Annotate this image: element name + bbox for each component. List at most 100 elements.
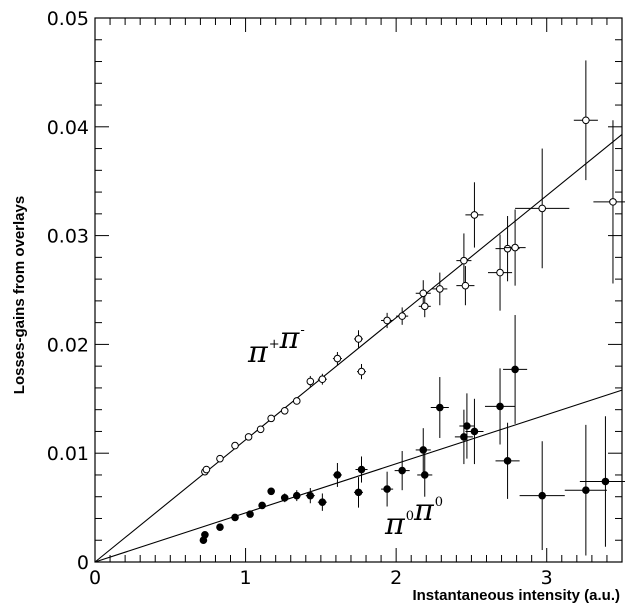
data-point xyxy=(256,425,265,434)
data-point xyxy=(465,398,484,465)
fit-lines xyxy=(94,133,623,563)
filled-circle-marker xyxy=(420,471,429,479)
data-point xyxy=(495,422,520,499)
data-point xyxy=(456,233,472,288)
data-point xyxy=(503,315,528,424)
open-circle-marker xyxy=(496,268,504,277)
open-circle-marker xyxy=(436,285,444,293)
open-circle-marker xyxy=(244,433,253,441)
data-point xyxy=(258,501,266,510)
data-point xyxy=(381,471,394,507)
data-point xyxy=(454,409,473,465)
open-circle-marker xyxy=(503,244,512,253)
data-point xyxy=(246,510,254,518)
open-circle-marker xyxy=(538,204,546,213)
open-circle-marker xyxy=(511,243,519,252)
x-tick-label: 3 xyxy=(541,567,553,589)
data-point xyxy=(564,424,607,556)
open-circle-marker xyxy=(383,316,391,325)
filled-circle-marker xyxy=(258,501,266,510)
data-point xyxy=(231,441,239,450)
filled-circle-marker xyxy=(216,523,224,531)
y-tick-label: 0.01 xyxy=(47,443,89,465)
data-point xyxy=(519,441,565,551)
filled-circle-marker xyxy=(582,486,590,494)
filled-circle-marker xyxy=(463,422,471,430)
filled-circle-marker xyxy=(357,465,366,474)
open-circle-marker xyxy=(357,367,366,376)
filled-circle-marker xyxy=(383,485,391,493)
y-tick-label: 0.03 xyxy=(47,226,89,248)
filled-circle-marker xyxy=(354,488,363,497)
open-circle-marker xyxy=(609,198,617,206)
filled-circle-marker xyxy=(292,491,301,500)
filled-circle-marker xyxy=(398,466,406,475)
y-tick-label: 0.02 xyxy=(47,334,89,356)
data-point xyxy=(417,453,433,497)
data-point xyxy=(317,373,327,385)
filled-circle-marker xyxy=(267,487,275,496)
open-circle-marker xyxy=(461,281,470,290)
filled-circle-marker xyxy=(201,531,209,539)
data-point xyxy=(202,465,211,474)
data-points xyxy=(199,60,625,556)
filled-circle-marker xyxy=(601,477,610,486)
y-axis-title: Losses-gains from overlays xyxy=(11,196,28,394)
filled-circle-marker xyxy=(318,498,327,506)
open-circle-marker xyxy=(292,397,301,405)
open-circle-marker xyxy=(470,211,479,219)
filled-circle-marker xyxy=(436,403,444,412)
open-circle-marker xyxy=(419,289,428,298)
data-point xyxy=(267,414,275,423)
data-point xyxy=(280,493,289,503)
data-point xyxy=(353,330,364,348)
data-point xyxy=(332,462,342,487)
y-tick-label: 0 xyxy=(77,552,89,574)
data-point xyxy=(415,428,431,472)
open-circle-marker xyxy=(354,335,363,343)
x-tick-label: 1 xyxy=(240,567,252,589)
open-circle-marker xyxy=(280,406,289,415)
x-axis-ticks: 0 1 2 3 xyxy=(89,18,623,589)
series-label-0: π+π- xyxy=(247,321,305,370)
data-point xyxy=(573,60,598,181)
open-circle-marker xyxy=(318,375,327,384)
fit-line-series-1 xyxy=(94,389,623,563)
fit-line-series-0 xyxy=(94,133,623,563)
data-point xyxy=(430,377,449,438)
plot-border xyxy=(94,17,623,563)
y-tick-label: 0.05 xyxy=(47,8,89,30)
data-point xyxy=(515,148,570,269)
data-point xyxy=(487,234,513,311)
data-point xyxy=(396,307,409,325)
filled-circle-marker xyxy=(538,491,546,500)
open-circle-marker xyxy=(398,312,406,320)
open-circle-marker xyxy=(267,414,275,423)
filled-circle-marker xyxy=(496,402,504,411)
data-point xyxy=(356,363,367,380)
data-point xyxy=(216,454,224,463)
data-point xyxy=(381,312,394,329)
filled-circle-marker xyxy=(470,427,479,436)
open-circle-marker xyxy=(306,377,315,386)
filled-circle-marker xyxy=(306,491,315,500)
data-point xyxy=(231,513,239,522)
open-circle-marker xyxy=(231,441,239,450)
data-point xyxy=(317,493,327,511)
data-point xyxy=(456,266,475,306)
data-point xyxy=(484,368,516,445)
x-tick-label: 2 xyxy=(390,567,402,589)
data-point xyxy=(355,456,368,483)
data-point xyxy=(267,487,275,496)
filled-circle-marker xyxy=(419,446,428,454)
series-label-1: π0π0 xyxy=(384,493,443,542)
open-circle-marker xyxy=(202,465,211,474)
data-point xyxy=(201,531,209,539)
data-point xyxy=(306,375,315,387)
filled-circle-marker xyxy=(333,471,342,479)
data-point xyxy=(244,433,253,441)
y-tick-label: 0.04 xyxy=(47,117,89,139)
filled-circle-marker xyxy=(280,494,289,502)
data-point xyxy=(459,393,475,459)
